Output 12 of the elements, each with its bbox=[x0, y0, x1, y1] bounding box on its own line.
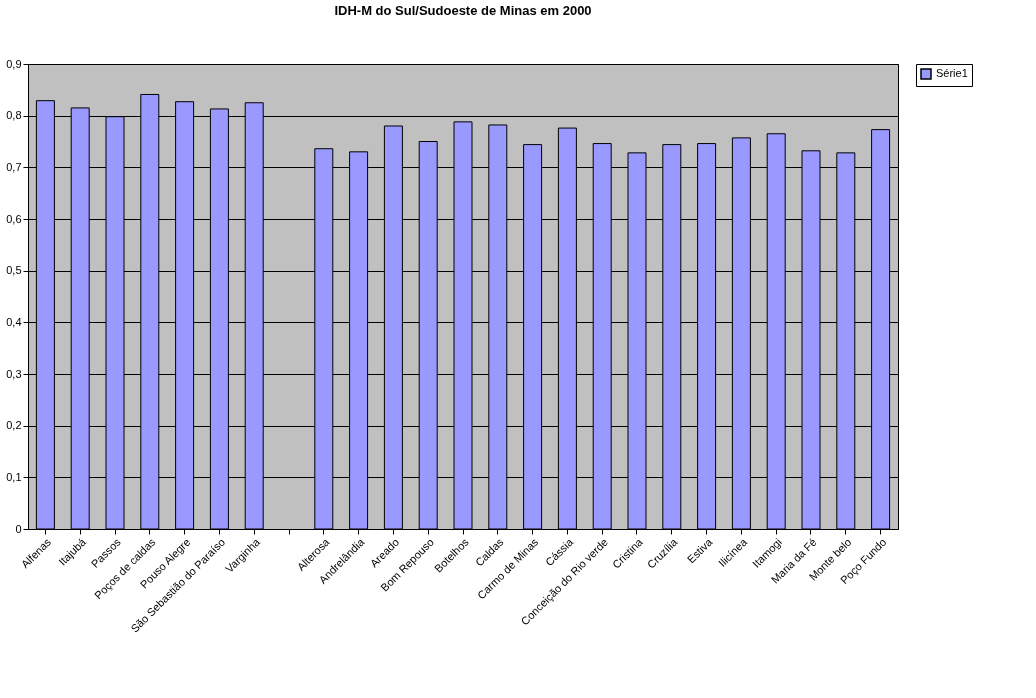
y-tick-label: 0,5 bbox=[6, 264, 22, 277]
y-tick-label: 0,2 bbox=[6, 419, 22, 432]
y-tick-label: 0,1 bbox=[6, 470, 22, 483]
y-tick-label: 0,9 bbox=[6, 57, 22, 70]
legend-label: Série1 bbox=[936, 67, 968, 79]
y-tick-label: 0,6 bbox=[6, 212, 22, 225]
y-tick-label: 0,3 bbox=[6, 367, 22, 380]
y-tick-label: 0,8 bbox=[6, 109, 22, 122]
y-tick-label: 0,4 bbox=[6, 315, 22, 328]
y-tick-label: 0 bbox=[15, 522, 22, 535]
chart-title: IDH-M do Sul/Sudoeste de Minas em 2000 bbox=[334, 3, 592, 18]
y-tick-label: 0,7 bbox=[6, 160, 22, 173]
